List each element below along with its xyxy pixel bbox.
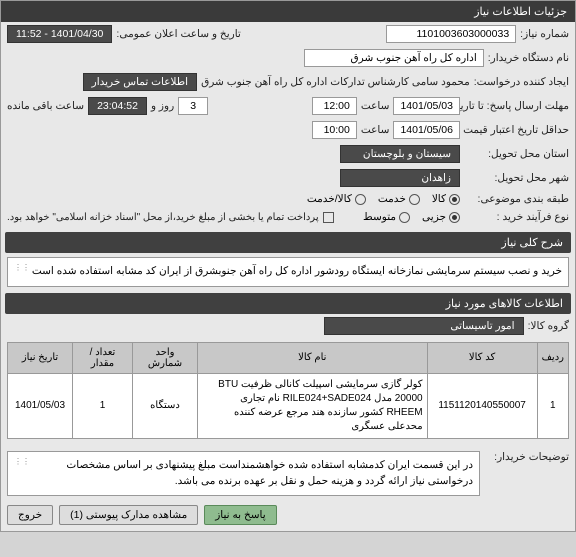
col-code: کد کالا [427, 342, 537, 373]
cell-code: 1151120140550007 [427, 373, 537, 438]
need-no-value: 1101003603000033 [386, 25, 516, 43]
resize-icon[interactable]: ⋮⋮ [14, 458, 30, 466]
deadline-time: 12:00 [312, 97, 357, 115]
remain-days: 3 [178, 97, 208, 115]
row-need-no: شماره نیاز: 1101003603000033 تاریخ و ساع… [1, 22, 575, 46]
table-row[interactable]: 1 1151120140550007 کولر گازی سرمایشی اسپ… [8, 373, 569, 438]
notes-box: ⋮⋮ در این قسمت ایران کدمشابه استفاده شده… [7, 451, 480, 497]
attachments-button[interactable]: مشاهده مدارک پیوستی (1) [59, 505, 198, 525]
process-radio-group: جزیی متوسط [363, 211, 460, 223]
cell-idx: 1 [537, 373, 568, 438]
province-value: سیستان و بلوچستان [340, 145, 460, 163]
cell-unit: دستگاه [133, 373, 198, 438]
group-label: گروه کالا: [528, 320, 569, 332]
valid-time: 10:00 [312, 121, 357, 139]
col-idx: ردیف [537, 342, 568, 373]
pub-value: 1401/04/30 - 11:52 [7, 25, 112, 43]
deadline-date: 1401/05/03 [393, 97, 460, 115]
radio-low[interactable]: جزیی [422, 211, 460, 223]
titlebar-text: جزئیات اطلاعات نیاز [474, 6, 567, 18]
radio-icon [355, 194, 366, 205]
goods-header: اطلاعات کالاهای مورد نیاز [5, 293, 571, 314]
row-province: استان محل تحویل: سیستان و بلوچستان [1, 142, 575, 166]
answer-button[interactable]: پاسخ به نیاز [204, 505, 276, 525]
desc-text: خرید و نصب سیستم سرمایشی نمازخانه ایستگا… [32, 265, 562, 277]
table-header-row: ردیف کد کالا نام کالا واحد شمارش تعداد /… [8, 342, 569, 373]
main-window: جزئیات اطلاعات نیاز شماره نیاز: 11010036… [0, 0, 576, 532]
pay-note: پرداخت تمام یا بخشی از مبلغ خرید،از محل … [7, 212, 319, 223]
row-category: طبقه بندی موضوعی: کالا خدمت کالا/خدمت [1, 190, 575, 208]
radio-service[interactable]: خدمت [378, 193, 420, 205]
cell-name: کولر گازی سرمایشی اسپیلت کانالی ظرفیت BT… [198, 373, 428, 438]
col-qty: تعداد / مقدار [73, 342, 133, 373]
goods-table: ردیف کد کالا نام کالا واحد شمارش تعداد /… [7, 342, 569, 439]
row-notes: توضیحات خریدار: ⋮⋮ در این قسمت ایران کدم… [1, 443, 575, 500]
row-buyer: نام دستگاه خریدار: اداره کل راه آهن جنوب… [1, 46, 575, 70]
row-city: شهر محل تحویل: زاهدان [1, 166, 575, 190]
valid-time-label: ساعت [361, 124, 390, 136]
desc-box: ⋮⋮ خرید و نصب سیستم سرمایشی نمازخانه ایس… [7, 257, 569, 287]
remain-suffix: ساعت باقی مانده [7, 100, 84, 112]
radio-icon [449, 212, 460, 223]
radio-mid[interactable]: متوسط [363, 211, 410, 223]
treasury-checkbox[interactable] [323, 212, 334, 223]
creator-label: ایجاد کننده درخواست: [474, 76, 569, 88]
cell-qty: 1 [73, 373, 133, 438]
deadline-time-label: ساعت [361, 100, 390, 112]
exit-button[interactable]: خروج [7, 505, 53, 525]
col-name: نام کالا [198, 342, 428, 373]
contact-button[interactable]: اطلاعات تماس خریدار [83, 73, 197, 91]
radio-icon [449, 194, 460, 205]
radio-icon [409, 194, 420, 205]
notes-label: توضیحات خریدار: [484, 451, 569, 463]
row-deadline: مهلت ارسال پاسخ: تا تاریخ: 1401/05/03 سا… [1, 94, 575, 118]
row-creator: ایجاد کننده درخواست: محمود سامی کارشناس … [1, 70, 575, 94]
desc-header: شرح کلی نیاز [5, 232, 571, 253]
buyer-label: نام دستگاه خریدار: [488, 52, 569, 64]
row-valid: حداقل تاریخ اعتبار قیمت تا تاریخ: 1401/0… [1, 118, 575, 142]
category-label: طبقه بندی موضوعی: [464, 193, 569, 205]
notes-text: در این قسمت ایران کدمشابه استفاده شده خو… [66, 459, 473, 487]
deadline-label: مهلت ارسال پاسخ: تا تاریخ: [464, 100, 569, 112]
valid-label: حداقل تاریخ اعتبار قیمت تا تاریخ: [464, 124, 569, 136]
process-label: نوع فرآیند خرید : [464, 211, 569, 223]
col-date: تاریخ نیاز [8, 342, 73, 373]
radio-both[interactable]: کالا/خدمت [307, 193, 366, 205]
valid-date: 1401/05/06 [393, 121, 460, 139]
radio-goods[interactable]: کالا [432, 193, 460, 205]
province-label: استان محل تحویل: [464, 148, 569, 160]
pub-label: تاریخ و ساعت اعلان عمومی: [116, 28, 240, 40]
need-no-label: شماره نیاز: [520, 28, 569, 40]
city-value: زاهدان [340, 169, 460, 187]
cell-date: 1401/05/03 [8, 373, 73, 438]
remain-time: 23:04:52 [88, 97, 147, 115]
buyer-value: اداره کل راه آهن جنوب شرق [304, 49, 484, 67]
creator-value: محمود سامی کارشناس تدارکات اداره کل راه … [201, 76, 470, 88]
col-unit: واحد شمارش [133, 342, 198, 373]
radio-icon [399, 212, 410, 223]
titlebar: جزئیات اطلاعات نیاز [1, 1, 575, 22]
row-group: گروه کالا: امور تاسیساتی [1, 314, 575, 338]
row-process: نوع فرآیند خرید : جزیی متوسط پرداخت تمام… [1, 208, 575, 226]
category-radio-group: کالا خدمت کالا/خدمت [307, 193, 460, 205]
group-value: امور تاسیساتی [324, 317, 524, 335]
footer-buttons: پاسخ به نیاز مشاهده مدارک پیوستی (1) خرو… [1, 499, 575, 531]
remain-days-label: روز و [151, 100, 174, 112]
resize-icon[interactable]: ⋮⋮ [14, 264, 30, 272]
city-label: شهر محل تحویل: [464, 172, 569, 184]
